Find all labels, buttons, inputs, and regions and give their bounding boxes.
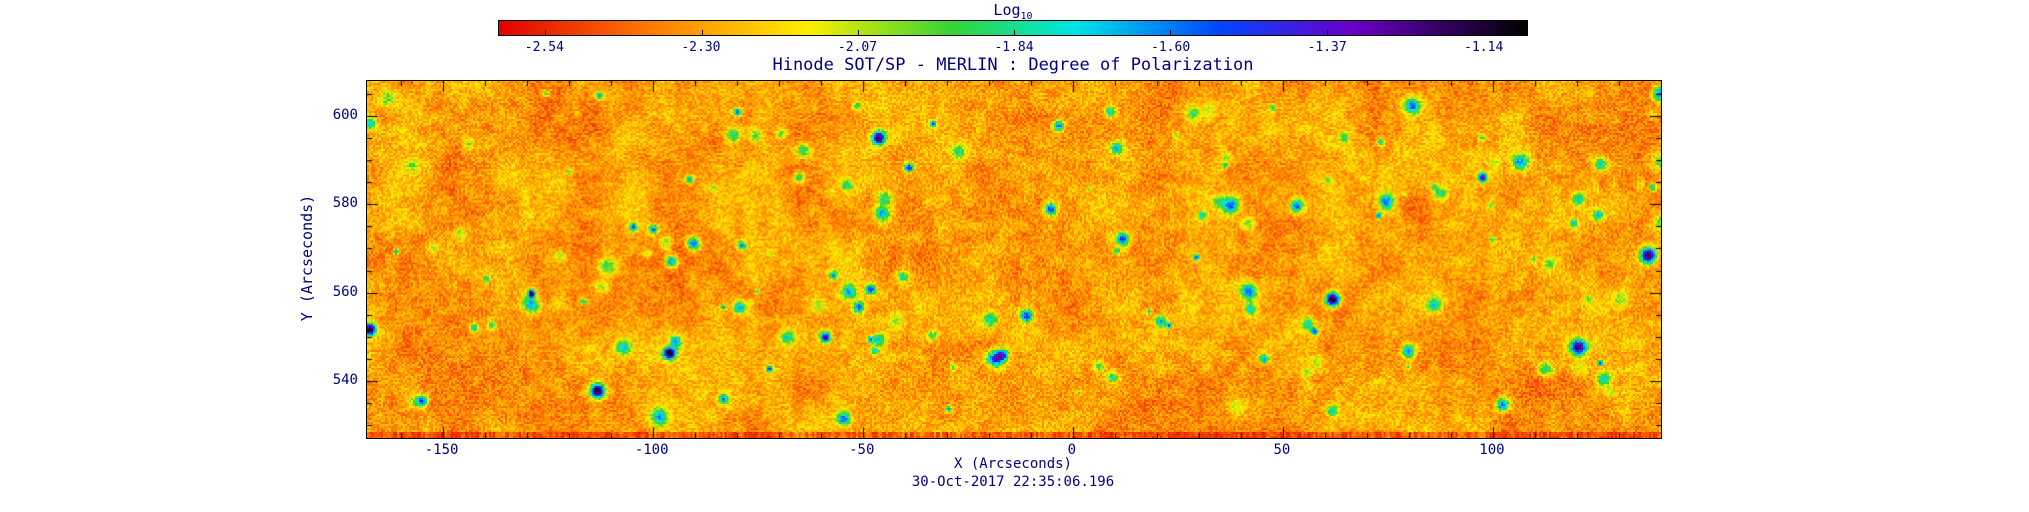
x-tick-label: 100	[1479, 442, 1505, 458]
colorbar-tick-label: -1.60	[1151, 40, 1191, 55]
colorbar-tick-mark	[701, 30, 703, 35]
colorbar-tick-label: -2.30	[681, 40, 721, 55]
colorbar-tick-label: -1.84	[994, 40, 1034, 55]
colorbar-tick-mark	[1326, 30, 1328, 35]
axis-ticks-canvas	[367, 81, 1661, 438]
x-tick-label: -100	[634, 442, 669, 458]
x-axis-title: X (Arcseconds)	[953, 456, 1072, 472]
y-tick-label: 560	[332, 283, 358, 300]
colorbar-tick-labels: -2.54 -2.30 -2.07 -1.84 -1.60 -1.37 -1.14	[498, 40, 1528, 56]
colorbar-tick-label: -2.54	[524, 40, 564, 55]
x-tick-label: 50	[1273, 442, 1291, 458]
colorbar-tick-label: -1.14	[1464, 40, 1504, 55]
colorbar-tick-mark	[857, 30, 859, 35]
timestamp: 30-Oct-2017 22:35:06.196	[911, 474, 1115, 490]
y-axis-title: Y (Arcseconds)	[298, 194, 316, 322]
colorbar	[498, 20, 1528, 36]
x-tick-label: -150	[424, 442, 459, 458]
colorbar-tick-label: -1.37	[1307, 40, 1347, 55]
y-tick-label: 540	[332, 371, 358, 388]
colorbar-tick-mark	[1482, 30, 1484, 35]
y-tick-label: 600	[332, 107, 358, 124]
colorbar-tick-mark	[1170, 30, 1172, 35]
colorbar-tick-mark	[545, 30, 547, 35]
colorbar-tick-label: -2.07	[837, 40, 878, 55]
plot-area	[366, 80, 1662, 439]
colorbar-title-subscript: 10	[1020, 11, 1033, 22]
colorbar-tick-mark	[1014, 30, 1016, 35]
x-tick-label: -50	[849, 442, 875, 458]
colorbar-gradient	[499, 21, 1527, 35]
x-tick-label: 0	[1067, 442, 1077, 458]
plot-title: Hinode SOT/SP - MERLIN : Degree of Polar…	[772, 55, 1254, 75]
colorbar-title: Log10	[498, 1, 1528, 22]
y-tick-label: 580	[332, 195, 358, 212]
colorbar-title-text: Log	[993, 1, 1021, 19]
